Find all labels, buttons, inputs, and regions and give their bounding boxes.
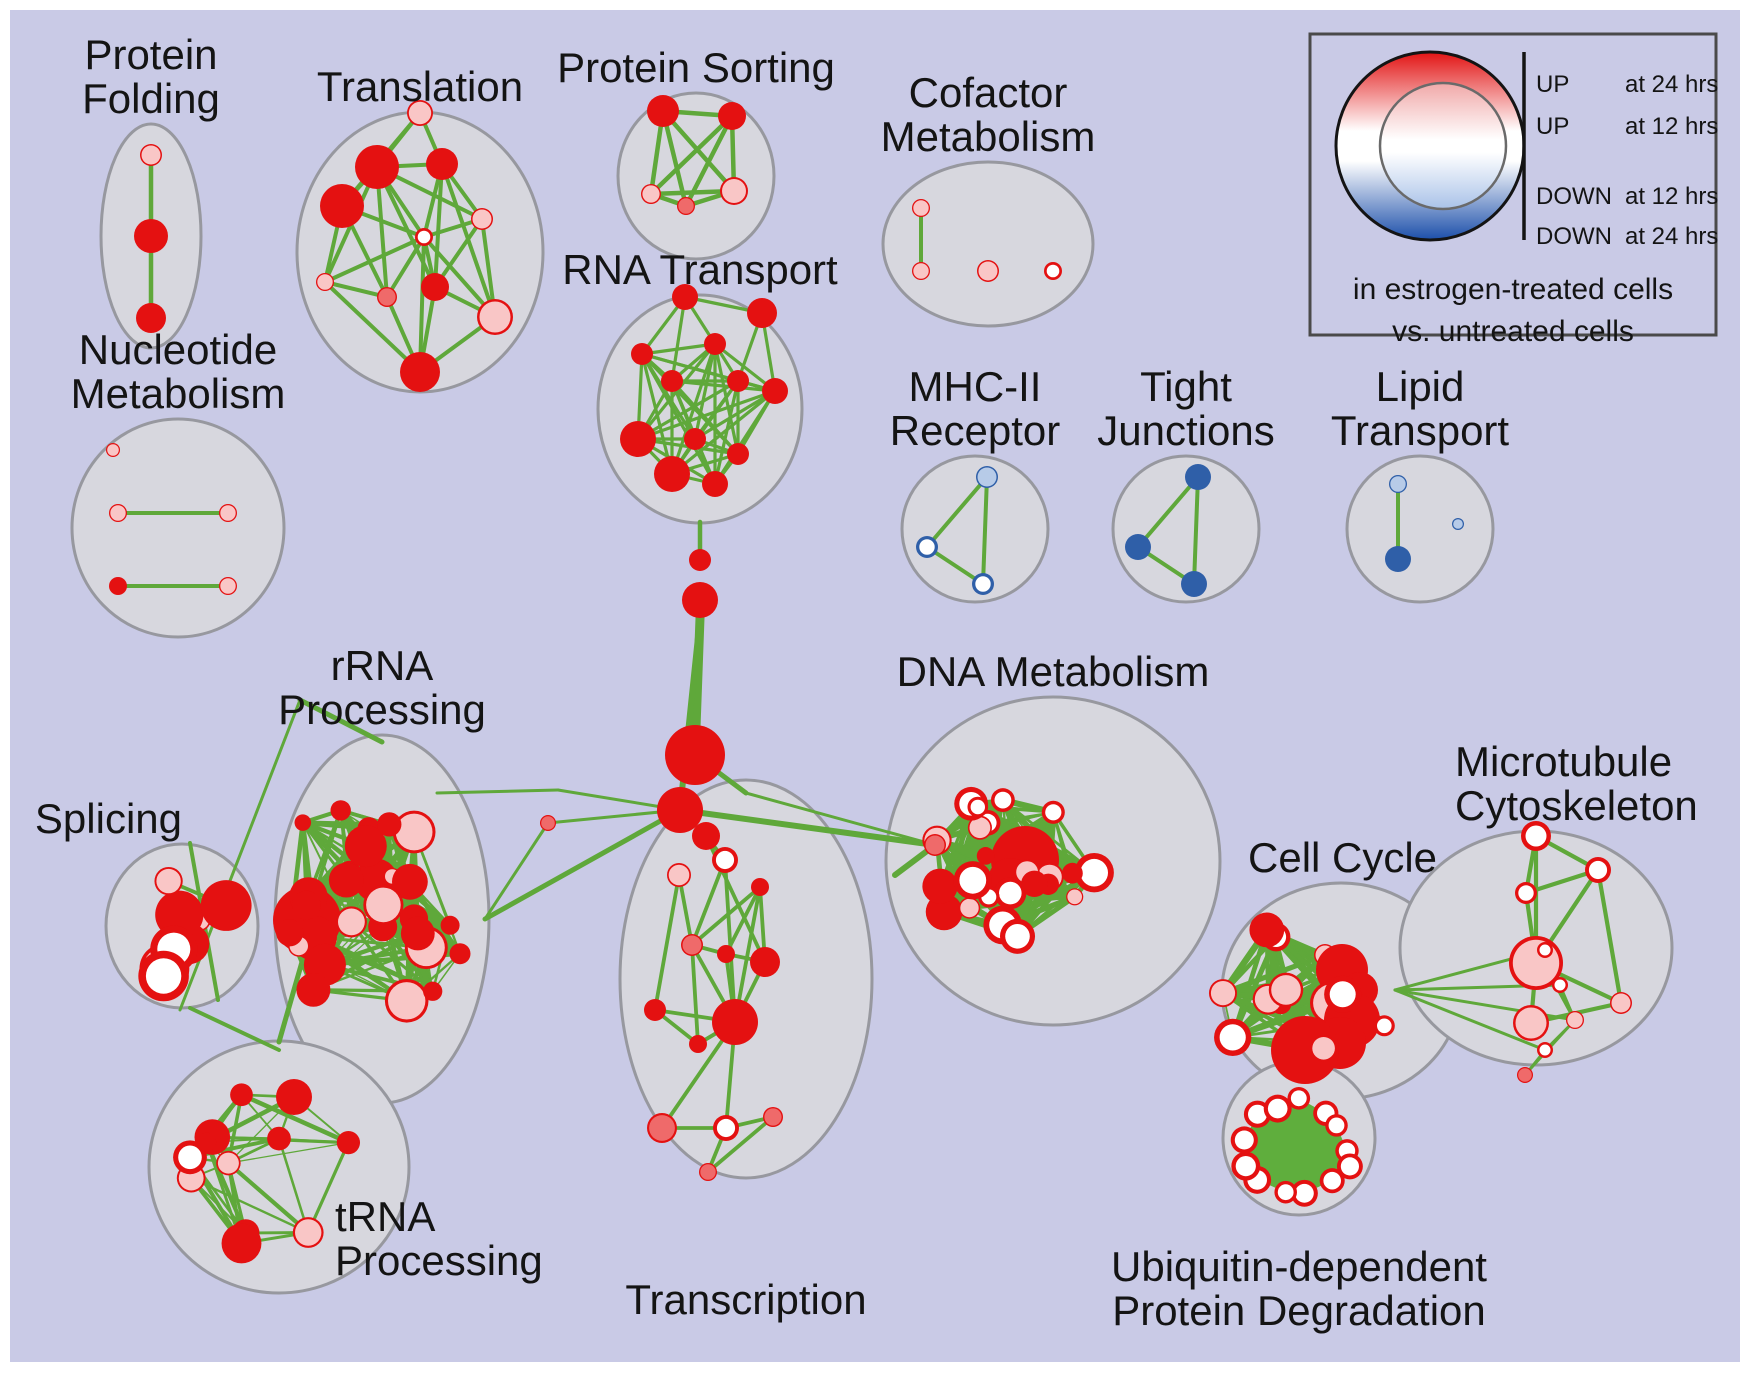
svg-text:Protein: Protein: [84, 31, 217, 78]
svg-text:Protein Degradation: Protein Degradation: [1112, 1287, 1486, 1334]
svg-text:Tight: Tight: [1140, 363, 1232, 410]
svg-text:Cofactor: Cofactor: [909, 69, 1068, 116]
svg-text:Metabolism: Metabolism: [881, 113, 1096, 160]
svg-text:Microtubule: Microtubule: [1455, 738, 1672, 785]
svg-text:tRNA: tRNA: [335, 1193, 435, 1240]
svg-text:MHC-II: MHC-II: [909, 363, 1042, 410]
svg-text:Folding: Folding: [82, 75, 220, 122]
svg-text:Cell Cycle: Cell Cycle: [1248, 834, 1437, 881]
svg-text:Junctions: Junctions: [1097, 407, 1274, 454]
svg-text:DOWN: DOWN: [1536, 183, 1612, 210]
svg-text:at 24 hrs: at 24 hrs: [1625, 71, 1718, 98]
svg-text:rRNA: rRNA: [331, 642, 434, 689]
svg-text:Cytoskeleton: Cytoskeleton: [1455, 782, 1698, 829]
svg-text:Splicing: Splicing: [35, 795, 182, 842]
svg-text:Receptor: Receptor: [890, 407, 1060, 454]
svg-text:in estrogen-treated cells: in estrogen-treated cells: [1353, 273, 1673, 306]
svg-text:UP: UP: [1536, 71, 1569, 98]
svg-text:Protein Sorting: Protein Sorting: [557, 44, 835, 91]
svg-text:Metabolism: Metabolism: [71, 370, 286, 417]
svg-text:Transport: Transport: [1331, 407, 1510, 454]
svg-text:DOWN: DOWN: [1536, 223, 1612, 250]
svg-text:Nucleotide: Nucleotide: [79, 326, 277, 373]
svg-text:Lipid: Lipid: [1376, 363, 1465, 410]
svg-text:vs. untreated cells: vs. untreated cells: [1392, 315, 1634, 348]
svg-text:at 12 hrs: at 12 hrs: [1625, 183, 1718, 210]
svg-text:Translation: Translation: [317, 63, 523, 110]
svg-text:Ubiquitin-dependent: Ubiquitin-dependent: [1111, 1243, 1487, 1290]
svg-text:Processing: Processing: [278, 686, 486, 733]
svg-text:UP: UP: [1536, 113, 1569, 140]
svg-text:at 24 hrs: at 24 hrs: [1625, 223, 1718, 250]
svg-text:at 12 hrs: at 12 hrs: [1625, 113, 1718, 140]
svg-text:Processing: Processing: [335, 1237, 543, 1284]
svg-text:DNA Metabolism: DNA Metabolism: [897, 648, 1210, 695]
svg-text:RNA Transport: RNA Transport: [562, 246, 838, 293]
svg-text:Transcription: Transcription: [625, 1276, 866, 1323]
